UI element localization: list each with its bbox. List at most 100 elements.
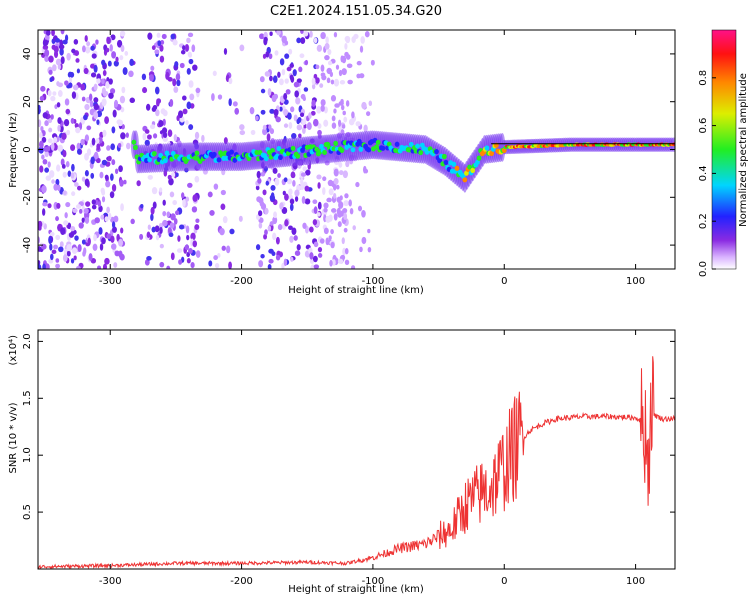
spectrogram-noise-point: [303, 87, 309, 92]
spectrogram-noise-point: [333, 78, 340, 87]
spectrogram-track-point: [211, 151, 217, 158]
spectrogram-noise-point: [104, 174, 109, 180]
spectrogram-track-point: [475, 159, 480, 165]
spectrogram-noise-point: [57, 82, 64, 88]
spectrogram-noise-point: [250, 129, 256, 136]
spectrogram-noise-point: [281, 68, 286, 76]
spectrogram-noise-point: [120, 106, 125, 113]
spectrogram-noise-point: [266, 133, 271, 142]
y-tick-label: 2.0: [22, 333, 33, 349]
spectrogram-noise-point: [232, 101, 238, 107]
spectrogram-noise-point: [71, 247, 78, 254]
spectrogram-noise-point: [61, 164, 66, 169]
spectrogram-noise-point: [47, 161, 51, 168]
spectrogram-track-point: [443, 159, 449, 166]
spectrogram-noise-point: [226, 245, 231, 254]
spectrogram-noise-point: [99, 171, 104, 179]
spectrogram-noise-point: [53, 45, 59, 53]
spectrogram-noise-point: [142, 132, 147, 141]
spectrogram-noise-point: [181, 192, 185, 199]
spectrogram-noise-point: [176, 115, 180, 122]
spectrogram-noise-point: [291, 227, 297, 235]
spectrogram-noise-point: [96, 143, 101, 151]
spectrogram-track-point: [470, 167, 476, 173]
spectrogram-noise-point: [53, 136, 58, 144]
spectrogram-noise-point: [65, 161, 70, 168]
spectrogram-noise-point: [283, 258, 288, 267]
spectrogram-noise-point: [108, 78, 113, 85]
spectrogram-noise-point: [64, 212, 68, 219]
spectrogram-noise-point: [338, 69, 343, 77]
spectrogram-noise-point: [174, 61, 179, 68]
spectrogram-noise-point: [279, 58, 285, 66]
spectrogram-track-point: [462, 177, 468, 183]
spectrogram-noise-point: [333, 177, 339, 185]
spectrogram-noise-point: [271, 251, 276, 257]
spectrogram-noise-point: [333, 168, 339, 177]
spectrogram-noise-point: [116, 119, 122, 125]
spectrogram-noise-point: [342, 170, 348, 179]
spectrogram-noise-point: [283, 177, 288, 183]
spectrogram-noise-point: [317, 123, 322, 129]
spectrogram-noise-point: [150, 124, 156, 130]
spectrogram-noise-point: [173, 134, 178, 142]
spectrogram-noise-point: [352, 225, 356, 231]
spectrogram-noise-point: [185, 120, 189, 125]
spectrogram-track-point: [232, 157, 238, 163]
spectrogram-noise-point: [71, 163, 75, 172]
spectrogram-noise-point: [111, 221, 116, 229]
spectrogram-noise-point: [45, 146, 51, 152]
spectrogram-noise-point: [78, 222, 84, 229]
spectrogram-noise-point: [107, 155, 112, 162]
spectrogram-noise-point: [117, 142, 122, 148]
spectrogram-noise-point: [136, 180, 141, 187]
spectrogram-noise-point: [66, 250, 71, 257]
spectrogram-noise-point: [300, 178, 304, 185]
spectrogram-noise-point: [260, 253, 265, 259]
spectrogram-noise-point: [63, 118, 70, 127]
figure-title: C2E1.2024.151.05.34.G20: [270, 4, 442, 19]
spectrogram-noise-point: [370, 59, 375, 66]
spectrogram-noise-point: [281, 262, 285, 269]
spectrogram-noise-point: [110, 143, 116, 151]
spectrogram-noise-point: [51, 30, 55, 37]
spectrogram-noise-point: [328, 235, 332, 241]
x-tick-label: -200: [230, 276, 253, 287]
spectrogram-noise-point: [333, 212, 338, 221]
spectrogram-noise-point: [62, 39, 68, 45]
spectrogram-noise-point: [311, 83, 316, 90]
spectrogram-noise-point: [208, 260, 213, 267]
spectrogram-noise-point: [55, 234, 61, 241]
spectrogram-noise-point: [258, 222, 263, 229]
spectrogram-noise-point: [142, 87, 148, 94]
spectrogram-noise-point: [238, 215, 243, 222]
spectrogram-noise-point: [223, 48, 228, 55]
spectrogram-noise-point: [185, 196, 190, 202]
spectrogram-noise-point: [296, 37, 302, 44]
spectrogram-noise-point: [114, 99, 119, 108]
spectrogram-noise-point: [188, 58, 194, 65]
spectrogram-noise-point: [316, 106, 322, 114]
spectrogram-noise-point: [289, 198, 295, 205]
spectrogram-noise-point: [42, 201, 48, 207]
spectrogram-noise-point: [330, 228, 334, 235]
spectrogram-noise-point: [73, 39, 79, 45]
spectrogram-noise-point: [194, 224, 200, 231]
spectrogram-noise-point: [323, 119, 329, 127]
spectrogram-noise-point: [151, 106, 157, 112]
spectrogram-noise-point: [191, 44, 196, 53]
spectrogram-noise-point: [274, 50, 279, 56]
spectrogram-noise-point: [300, 172, 307, 177]
spectrogram-noise-point: [65, 108, 71, 115]
spectrogram-noise-point: [158, 119, 164, 127]
spectrogram-track-point: [278, 154, 283, 161]
spectrogram-noise-point: [113, 262, 118, 268]
spectrogram-noise-point: [55, 258, 60, 263]
spectrogram-noise-point: [48, 127, 53, 133]
spectrogram-y-axis: -40 -20 0 20 40: [22, 48, 675, 253]
spectrogram-noise-point: [156, 99, 160, 107]
spectrogram-noise-point: [147, 174, 153, 180]
spectrogram-noise-point: [338, 161, 343, 168]
spectrogram-noise-point: [98, 227, 103, 235]
spectrogram-noise-point: [267, 225, 272, 232]
